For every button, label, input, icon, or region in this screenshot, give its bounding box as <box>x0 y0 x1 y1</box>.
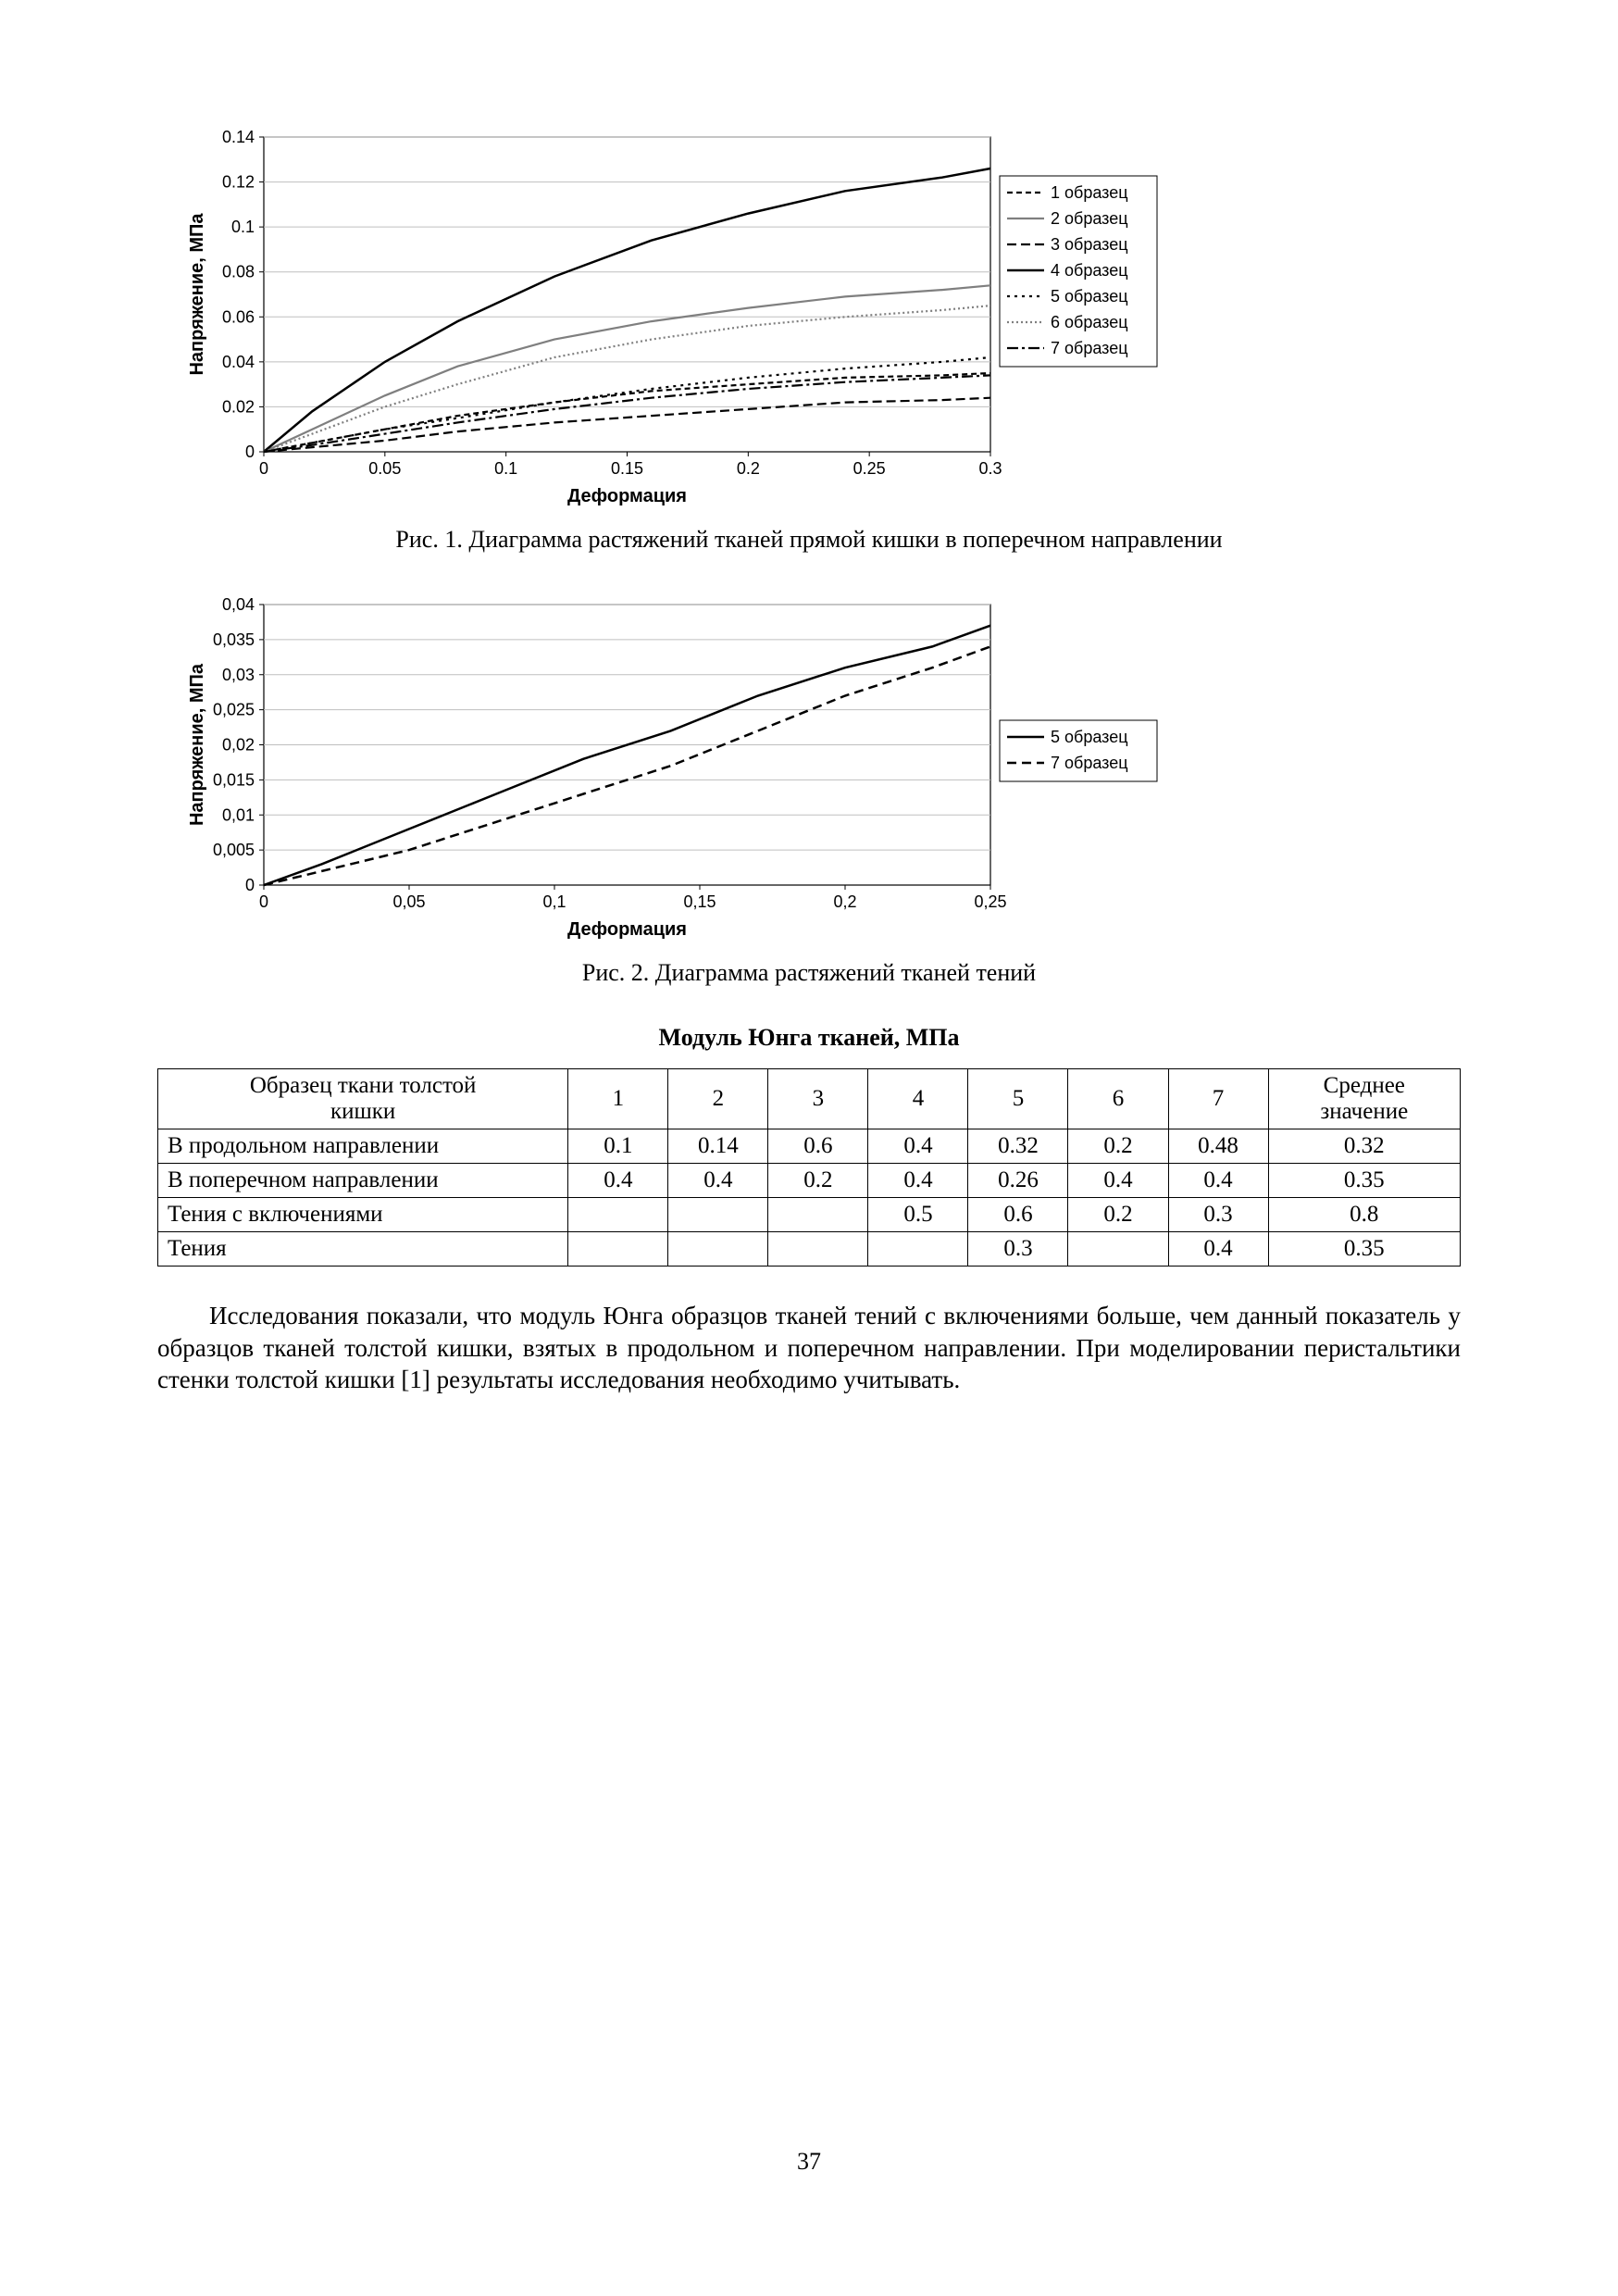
svg-text:0.06: 0.06 <box>222 307 255 326</box>
svg-text:6 образец: 6 образец <box>1051 313 1128 331</box>
svg-text:Напряжение, МПа: Напряжение, МПа <box>187 213 207 376</box>
table-cell <box>1068 1232 1168 1267</box>
svg-text:0.1: 0.1 <box>494 459 517 478</box>
svg-text:0: 0 <box>245 876 255 894</box>
chart-2-svg: 0 0,005 0,01 0,015 0,02 0,025 0,03 0,035 0,04 0 0,… <box>157 591 1176 942</box>
chart-2-caption: Рис. 2. Диаграмма растяжений тканей тени… <box>157 959 1461 987</box>
svg-text:0: 0 <box>245 443 255 461</box>
table-row-label: Тения с включениями <box>158 1198 568 1232</box>
table-cell: 0.5 <box>868 1198 968 1232</box>
table-cell <box>768 1232 868 1267</box>
table-cell: 0.4 <box>668 1164 768 1198</box>
svg-text:0,04: 0,04 <box>222 595 255 614</box>
table-cell: 0.3 <box>968 1232 1068 1267</box>
svg-text:7 образец: 7 образец <box>1051 754 1128 772</box>
table-cell: 0.4 <box>1168 1164 1268 1198</box>
svg-text:0,03: 0,03 <box>222 666 255 684</box>
table-cell: 0.35 <box>1268 1232 1460 1267</box>
svg-text:0: 0 <box>259 892 268 911</box>
svg-text:0.25: 0.25 <box>853 459 886 478</box>
svg-text:5 образец: 5 образец <box>1051 728 1128 746</box>
table-cell: 0.35 <box>1268 1164 1460 1198</box>
chart-1-svg: 0 0.02 0.04 0.06 0.08 0.1 0.12 0.14 0 0.05 0.1 0.15… <box>157 120 1176 509</box>
table-cell <box>868 1232 968 1267</box>
svg-text:0,25: 0,25 <box>974 892 1006 911</box>
table-cell <box>668 1198 768 1232</box>
chart-1-caption: Рис. 1. Диаграмма растяжений тканей прям… <box>157 526 1461 554</box>
svg-text:0,02: 0,02 <box>222 736 255 755</box>
svg-text:0,005: 0,005 <box>213 841 255 859</box>
svg-text:Деформация: Деформация <box>567 919 687 940</box>
svg-text:0,01: 0,01 <box>222 805 255 824</box>
svg-text:0,1: 0,1 <box>542 892 566 911</box>
svg-text:0,2: 0,2 <box>833 892 856 911</box>
svg-text:2 образец: 2 образец <box>1051 209 1128 228</box>
table-row-label: Тения <box>158 1232 568 1267</box>
table-cell: 0.2 <box>1068 1129 1168 1164</box>
svg-text:0: 0 <box>259 459 268 478</box>
svg-text:1 образец: 1 образец <box>1051 183 1128 202</box>
table-cell: 0.2 <box>1068 1198 1168 1232</box>
table-cell <box>768 1198 868 1232</box>
chart-1: 0 0.02 0.04 0.06 0.08 0.1 0.12 0.14 0 0.05 0.1 0.15… <box>157 120 1461 509</box>
table-cell: 0.6 <box>968 1198 1068 1232</box>
table-cell <box>568 1232 668 1267</box>
svg-text:0.02: 0.02 <box>222 397 255 416</box>
svg-text:0,05: 0,05 <box>392 892 425 911</box>
table-cell: 0.1 <box>568 1129 668 1164</box>
svg-text:Деформация: Деформация <box>567 486 687 506</box>
body-paragraph: Исследования показали, что модуль Юнга о… <box>157 1300 1461 1396</box>
table-cell: 0.6 <box>768 1129 868 1164</box>
svg-text:0.2: 0.2 <box>737 459 760 478</box>
svg-text:0.14: 0.14 <box>222 128 255 146</box>
svg-text:0,025: 0,025 <box>213 701 255 719</box>
table-cell: 0.32 <box>968 1129 1068 1164</box>
svg-text:0.05: 0.05 <box>368 459 401 478</box>
table-cell: 0.2 <box>768 1164 868 1198</box>
svg-text:3 образец: 3 образец <box>1051 235 1128 254</box>
table-cell: 0.3 <box>1168 1198 1268 1232</box>
table-cell: 0.4 <box>868 1164 968 1198</box>
table-cell: 0.4 <box>1168 1232 1268 1267</box>
svg-text:Напряжение, МПа: Напряжение, МПа <box>187 663 207 826</box>
svg-text:0.08: 0.08 <box>222 263 255 281</box>
svg-text:0,15: 0,15 <box>683 892 716 911</box>
table-row-label: В продольном направлении <box>158 1129 568 1164</box>
table-cell: 0.48 <box>1168 1129 1268 1164</box>
svg-text:5 образец: 5 образец <box>1051 287 1128 306</box>
table-cell: 0.14 <box>668 1129 768 1164</box>
table-cell: 0.4 <box>568 1164 668 1198</box>
svg-text:0.04: 0.04 <box>222 353 255 371</box>
svg-text:0.12: 0.12 <box>222 173 255 192</box>
table-cell: 0.26 <box>968 1164 1068 1198</box>
svg-text:7 образец: 7 образец <box>1051 339 1128 357</box>
table-cell <box>668 1232 768 1267</box>
table-cell: 0.4 <box>1068 1164 1168 1198</box>
svg-text:0.15: 0.15 <box>611 459 643 478</box>
table-cell: 0.8 <box>1268 1198 1460 1232</box>
table-title: Модуль Юнга тканей, МПа <box>157 1024 1461 1052</box>
chart-2: 0 0,005 0,01 0,015 0,02 0,025 0,03 0,035 0,04 0 0,… <box>157 591 1461 942</box>
page: 00.020.040.060.080.10.120.1400.050.10.15… <box>0 0 1618 2296</box>
svg-text:0.3: 0.3 <box>978 459 1002 478</box>
table-cell: 0.4 <box>868 1129 968 1164</box>
svg-text:0,015: 0,015 <box>213 770 255 789</box>
svg-text:0.1: 0.1 <box>231 218 255 236</box>
table-row-label: В поперечном направлении <box>158 1164 568 1198</box>
svg-text:4 образец: 4 образец <box>1051 261 1128 280</box>
page-number: 37 <box>0 2148 1618 2176</box>
table-cell <box>568 1198 668 1232</box>
modulus-table: Образец ткани толстойкишки1234567Среднее… <box>157 1068 1461 1267</box>
table-cell: 0.32 <box>1268 1129 1460 1164</box>
svg-text:0,035: 0,035 <box>213 630 255 649</box>
